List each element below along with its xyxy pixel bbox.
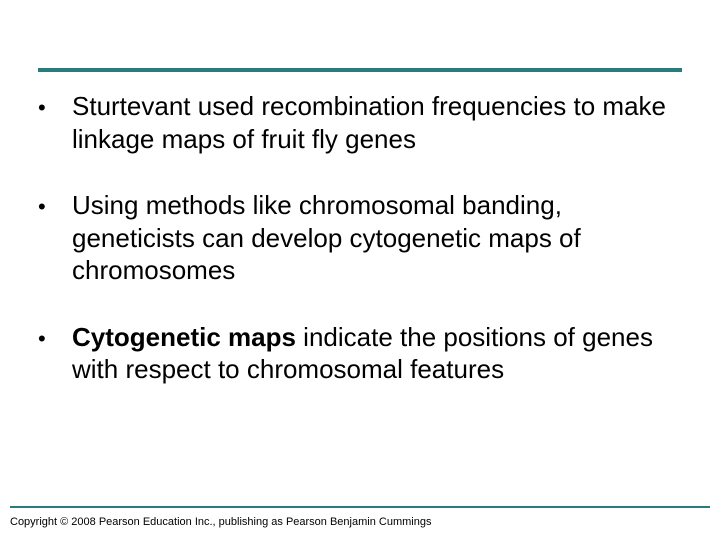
bullet-marker: • bbox=[38, 90, 72, 122]
text-bold: Cytogenetic maps bbox=[72, 322, 296, 352]
bullet-marker: • bbox=[38, 189, 72, 221]
list-item: • Using methods like chromosomal banding… bbox=[38, 189, 682, 287]
bottom-divider bbox=[10, 506, 710, 508]
bullet-text: Using methods like chromosomal banding, … bbox=[72, 189, 682, 287]
bullet-list: • Sturtevant used recombination frequenc… bbox=[38, 90, 682, 420]
list-item: • Sturtevant used recombination frequenc… bbox=[38, 90, 682, 155]
text-pre: Using methods like chromosomal banding, … bbox=[72, 190, 581, 285]
text-pre: Sturtevant used recombination frequencie… bbox=[72, 91, 666, 154]
top-divider bbox=[38, 68, 682, 72]
bullet-marker: • bbox=[38, 321, 72, 353]
copyright-text: Copyright © 2008 Pearson Education Inc.,… bbox=[10, 516, 431, 528]
bullet-text: Cytogenetic maps indicate the positions … bbox=[72, 321, 682, 386]
bullet-text: Sturtevant used recombination frequencie… bbox=[72, 90, 682, 155]
list-item: • Cytogenetic maps indicate the position… bbox=[38, 321, 682, 386]
